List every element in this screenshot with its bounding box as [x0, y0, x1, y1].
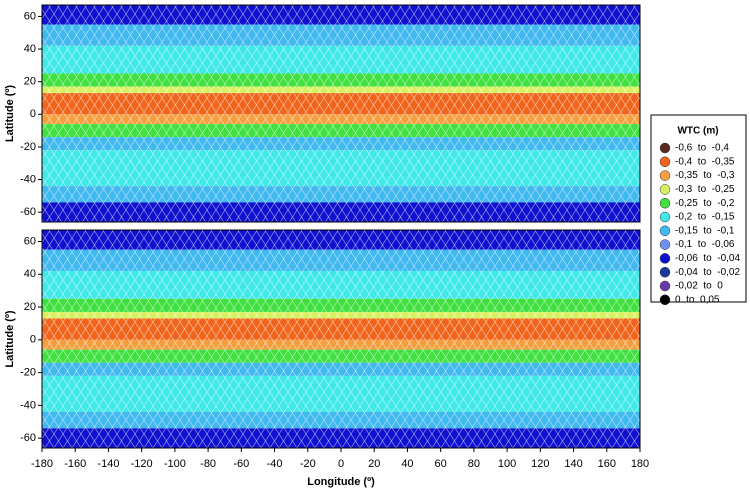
x-tick-label: -180 [31, 458, 53, 470]
x-tick-label: 180 [631, 458, 649, 470]
y-tick-label: 0 [30, 334, 36, 346]
y-axis-label: Latitude (º) [4, 85, 16, 143]
y-tick-label: 0 [30, 108, 36, 120]
x-tick-label: -140 [97, 458, 119, 470]
y-axis-label: Latitude (º) [4, 310, 16, 368]
legend-label: -0,3 to -0,25 [675, 184, 735, 195]
x-tick-label: 60 [435, 458, 447, 470]
legend-swatch [659, 156, 671, 168]
legend-swatch [659, 170, 671, 181]
legend-swatch [659, 253, 671, 264]
y-tick-label: 60 [24, 235, 36, 247]
track-pattern [42, 5, 640, 222]
y-tick-label: -40 [20, 399, 36, 411]
legend-swatch [659, 239, 671, 250]
y-tick-label: -60 [20, 206, 36, 218]
y-tick-label: -20 [20, 141, 36, 153]
x-tick-label: -40 [267, 458, 283, 470]
x-tick-label: -80 [200, 458, 216, 470]
x-axis-label: Longitude (º) [307, 476, 375, 488]
y-tick-label: 40 [24, 268, 36, 280]
legend-label: -0,1 to -0,06 [675, 239, 735, 250]
y-tick-label: 20 [24, 301, 36, 313]
legend-label: -0,04 to -0,02 [675, 267, 740, 278]
legend-label: 0 to 0,05 [675, 294, 720, 305]
legend-label: -0,15 to -0,1 [675, 225, 735, 236]
plot-frame [41, 4, 641, 223]
y-tick-label: 60 [24, 10, 36, 22]
legend-swatch [659, 197, 671, 209]
legend-label: -0,4 to -0,35 [675, 156, 735, 167]
track-pattern [42, 230, 640, 448]
legend-swatch [659, 280, 671, 292]
legend-swatch [659, 211, 671, 223]
x-tick-label: 0 [338, 458, 344, 470]
legend-title: WTC (m) [677, 126, 718, 137]
y-tick-label: 20 [24, 76, 36, 88]
x-tick-label: -160 [64, 458, 86, 470]
legend-label: -0,35 to -0,3 [675, 170, 735, 181]
legend-swatch [659, 294, 671, 306]
legend-swatch [659, 266, 671, 278]
x-tick-label: 100 [498, 458, 516, 470]
legend-label: -0,2 to -0,15 [675, 212, 735, 223]
y-tick-label: -60 [20, 432, 36, 444]
x-tick-label: -120 [131, 458, 153, 470]
x-tick-label: 40 [401, 458, 413, 470]
y-tick-label: 40 [24, 43, 36, 55]
x-tick-label: 80 [468, 458, 480, 470]
x-tick-label: 20 [368, 458, 380, 470]
legend-label: -0,25 to -0,2 [675, 198, 735, 209]
legend-label: -0,02 to 0 [675, 281, 723, 292]
legend-label: -0,6 to -0,4 [675, 143, 729, 154]
legend-swatch [659, 184, 671, 195]
legend-swatch [659, 225, 671, 237]
x-tick-label: -100 [164, 458, 186, 470]
y-tick-label: -20 [20, 367, 36, 379]
x-tick-label: 120 [531, 458, 549, 470]
x-tick-label: 160 [598, 458, 616, 470]
x-tick-label: -60 [233, 458, 249, 470]
x-tick-label: -20 [300, 458, 316, 470]
x-tick-label: 140 [564, 458, 582, 470]
legend-swatch [659, 142, 671, 154]
y-tick-label: -40 [20, 173, 36, 185]
legend-label: -0,06 to -0,04 [675, 253, 740, 264]
